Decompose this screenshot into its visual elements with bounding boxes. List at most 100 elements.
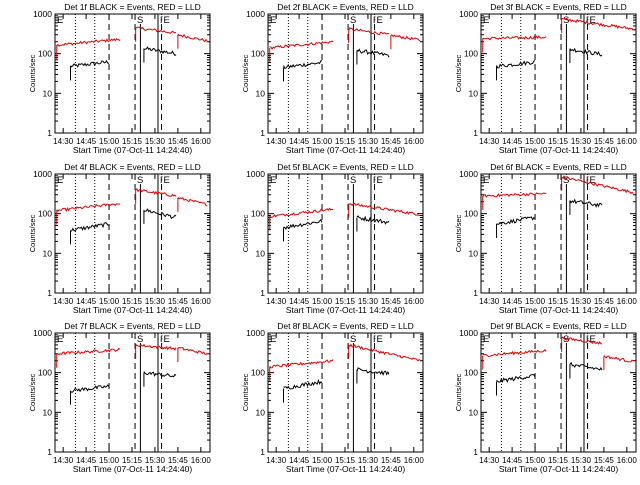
y-tick-label: 100: [464, 209, 478, 219]
y-tick-label: 1: [47, 288, 52, 298]
x-tick-label: 15:30: [145, 456, 166, 465]
events-series-line: [70, 384, 110, 393]
plot-box: [267, 332, 424, 453]
events-series-line: [143, 208, 177, 220]
lld-series-line: [269, 207, 334, 218]
marker-s-label: S: [350, 15, 356, 26]
y-tick-label: 10: [469, 407, 479, 417]
plot-box: [480, 332, 637, 453]
panel-det-1f: Det 1f BLACK = Events, RED = LLDESFE1101…: [28, 2, 211, 155]
marker-flag-bg: [562, 175, 570, 184]
marker-e-label: E: [377, 15, 383, 26]
marker-flag-bg: [162, 15, 170, 24]
y-tick-label: 100: [251, 49, 265, 59]
marker-e-label: E: [483, 15, 489, 26]
marker-flag-bg: [56, 334, 63, 343]
marker-e-label: E: [590, 334, 596, 345]
x-tick-label: 15:45: [381, 137, 402, 146]
panel-title: Det 1f BLACK = Events, RED = LLD: [64, 2, 201, 12]
lld-series-line: [482, 348, 547, 358]
plot-box: [54, 13, 211, 134]
y-tick-label: 1: [260, 447, 265, 457]
x-tick-label: 15:15: [335, 456, 356, 465]
x-tick-label: 15:30: [145, 297, 166, 306]
x-axis-label: Start Time (07-Oct-11 14:24:40): [73, 145, 193, 155]
x-tick-label: 14:45: [289, 297, 310, 306]
x-tick-label: 15:00: [99, 137, 120, 146]
x-tick-label: 14:30: [266, 456, 287, 465]
panel-det-5f: Det 5f BLACK = Events, RED = LLDESFE1101…: [241, 162, 424, 315]
marker-flag-bg: [349, 175, 357, 184]
x-tick-label: 16:00: [404, 137, 425, 146]
x-axis-label: Start Time (07-Oct-11 14:24:40): [499, 305, 619, 315]
x-tick-label: 16:00: [404, 297, 425, 306]
x-tick-label: 14:45: [502, 137, 523, 146]
marker-flag-bg: [375, 15, 383, 24]
marker-e-label: E: [164, 15, 170, 26]
lld-series-line: [348, 202, 421, 217]
marker-flag-bg: [588, 175, 596, 184]
x-tick-label: 15:30: [358, 137, 379, 146]
x-tick-label: 14:30: [53, 137, 74, 146]
lld-series-line: [135, 26, 177, 35]
y-tick-label: 10: [43, 407, 53, 417]
y-axis-label: Counts/sec: [28, 373, 37, 411]
y-axis-label: Counts/sec: [28, 54, 37, 92]
lld-series-line: [56, 38, 121, 47]
y-tick-label: 100: [38, 209, 52, 219]
lld-series-line: [348, 27, 390, 36]
events-series-line: [283, 60, 323, 69]
panel-det-7f: Det 7f BLACK = Events, RED = LLDESFE1101…: [28, 321, 211, 474]
x-tick-label: 15:15: [122, 456, 143, 465]
x-tick-label: 15:45: [594, 456, 615, 465]
marker-e-label: E: [270, 175, 276, 186]
panel-title: Det 6f BLACK = Events, RED = LLD: [490, 162, 627, 172]
events-series-line: [70, 59, 109, 68]
y-axis-label: Counts/sec: [454, 373, 463, 411]
x-tick-label: 15:15: [335, 297, 356, 306]
marker-s-label: S: [350, 175, 356, 186]
x-tick-label: 14:45: [502, 456, 523, 465]
plot-box: [480, 173, 637, 294]
marker-flag-bg: [136, 175, 144, 184]
plot-box: [54, 173, 211, 294]
y-tick-label: 1000: [33, 328, 52, 338]
x-tick-label: 16:00: [191, 297, 212, 306]
events-series-line: [569, 47, 603, 57]
marker-flag-bg: [56, 175, 63, 184]
marker-e-label: E: [483, 175, 489, 186]
panel-det-3f: Det 3f BLACK = Events, RED = LLDESFE1101…: [454, 2, 637, 155]
y-tick-label: 10: [469, 248, 479, 258]
marker-flag-bg: [562, 334, 570, 343]
y-tick-label: 1000: [459, 9, 478, 19]
lld-series-line: [56, 203, 121, 213]
x-tick-label: 14:45: [76, 297, 97, 306]
marker-flag-bg: [349, 334, 357, 343]
marker-e-label: E: [270, 334, 276, 345]
lld-series-line: [561, 175, 634, 195]
lld-series-line: [482, 192, 547, 198]
y-tick-label: 1: [47, 447, 52, 457]
x-tick-label: 15:00: [525, 297, 546, 306]
y-tick-label: 10: [469, 88, 479, 98]
lld-series-line: [561, 336, 603, 345]
marker-flag-bg: [269, 175, 276, 184]
x-tick-label: 15:30: [571, 297, 592, 306]
x-tick-label: 15:45: [594, 137, 615, 146]
marker-flag-bg: [482, 334, 489, 343]
x-tick-label: 14:30: [266, 137, 287, 146]
lld-series-line: [135, 343, 177, 351]
y-tick-label: 1: [260, 288, 265, 298]
marker-s-label: S: [563, 175, 569, 186]
panel-det-9f: Det 9f BLACK = Events, RED = LLDESFE1101…: [454, 321, 637, 474]
marker-e-label: E: [377, 334, 383, 345]
marker-flag-bg: [56, 15, 63, 24]
y-tick-label: 1: [260, 128, 265, 138]
marker-flag-bg: [584, 15, 592, 24]
panel-title: Det 5f BLACK = Events, RED = LLD: [277, 162, 414, 172]
y-tick-label: 10: [43, 88, 53, 98]
marker-s-label: S: [350, 334, 356, 345]
marker-flag-bg: [136, 15, 144, 24]
x-tick-label: 16:00: [191, 137, 212, 146]
